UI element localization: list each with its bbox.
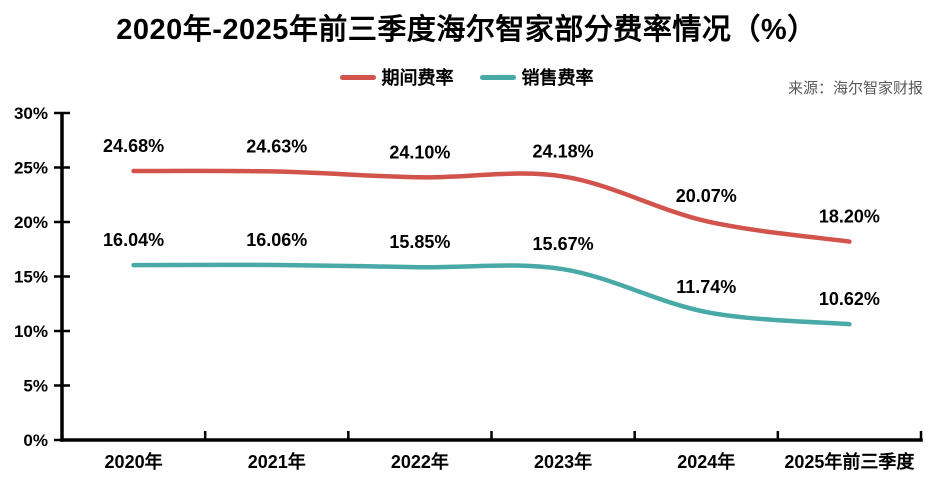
data-label-period-expense-ratio: 24.10%	[389, 142, 450, 162]
data-label-selling-expense-ratio: 16.04%	[103, 230, 164, 250]
data-label-period-expense-ratio: 20.07%	[676, 186, 737, 206]
data-label-period-expense-ratio: 18.20%	[819, 207, 880, 227]
data-label-selling-expense-ratio: 15.67%	[533, 234, 594, 254]
source-note: 来源：海尔智家财报	[787, 80, 923, 97]
x-axis-label: 2021年	[248, 451, 306, 472]
y-axis-tick-label: 30%	[14, 104, 48, 123]
x-axis-label: 2022年	[391, 451, 449, 472]
y-axis-tick-label: 0%	[23, 431, 48, 450]
y-axis-tick-label: 5%	[23, 377, 48, 396]
data-label-period-expense-ratio: 24.63%	[246, 137, 307, 157]
legend-item-period-expense-ratio: 期间费率	[339, 64, 454, 90]
series-line-period-expense-ratio	[131, 168, 852, 244]
legend-marker-period-expense-line	[339, 74, 376, 80]
y-axis-tick-label: 10%	[14, 322, 48, 341]
data-label-period-expense-ratio: 24.68%	[103, 136, 164, 156]
legend-label-selling-expense: 销售费率	[521, 68, 594, 88]
legend: 期间费率 销售费率	[0, 62, 933, 92]
data-label-selling-expense-ratio: 10.62%	[819, 289, 880, 309]
legend-marker-selling-expense-line	[479, 74, 516, 80]
y-axis-tick-label: 25%	[14, 159, 48, 178]
x-axis-label: 2025年前三季度	[784, 451, 915, 472]
data-label-selling-expense-ratio: 16.06%	[246, 230, 307, 250]
x-axis-label: 2024年	[677, 451, 735, 472]
legend-label-period-expense: 期间费率	[381, 68, 454, 88]
x-axis-label: 2023年	[534, 451, 592, 472]
legend-item-selling-expense-ratio: 销售费率	[479, 64, 594, 90]
chart-title: 2020年-2025年前三季度海尔智家部分费率情况（%）	[116, 14, 817, 46]
series-line-selling-expense-ratio	[131, 262, 852, 327]
data-label-selling-expense-ratio: 11.74%	[676, 277, 736, 297]
x-axis-label: 2020年	[105, 451, 163, 472]
y-axis-tick-label: 20%	[14, 213, 48, 232]
y-axis-tick-label: 15%	[14, 268, 48, 287]
data-label-period-expense-ratio: 24.18%	[533, 141, 594, 161]
data-label-selling-expense-ratio: 15.85%	[389, 232, 450, 252]
